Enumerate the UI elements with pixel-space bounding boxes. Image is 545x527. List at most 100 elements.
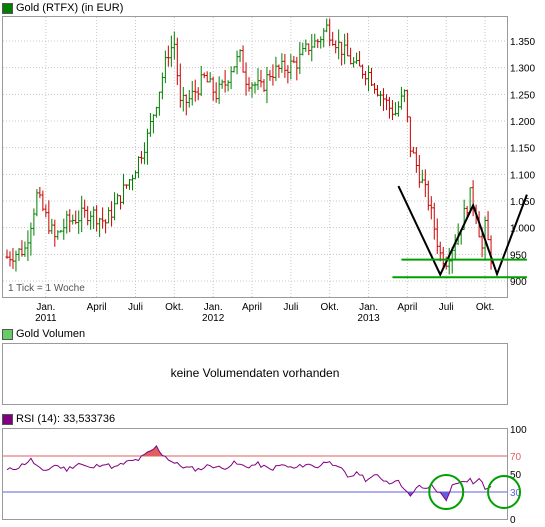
ohlc-bar xyxy=(226,80,230,92)
ohlc-bar xyxy=(343,33,347,65)
ohlc-bar xyxy=(346,32,350,57)
ohlc-bar xyxy=(235,50,239,75)
volume-legend-label: Gold Volumen xyxy=(16,328,86,340)
ohlc-bar xyxy=(328,18,332,47)
ohlc-bar xyxy=(301,42,305,56)
ohlc-bar xyxy=(217,76,221,104)
ohlc-bar xyxy=(292,55,296,64)
x-tick-label: Okt. xyxy=(165,302,183,313)
ohlc-bar xyxy=(196,87,200,101)
ohlc-bar xyxy=(250,81,254,98)
ohlc-bar xyxy=(253,81,257,94)
ohlc-bar xyxy=(29,222,33,256)
ohlc-bar xyxy=(358,51,362,67)
ohlc-bar xyxy=(262,79,266,93)
ohlc-bar xyxy=(232,66,236,73)
ohlc-bar xyxy=(367,65,371,92)
ohlc-bar xyxy=(229,66,233,90)
ohlc-bar xyxy=(334,40,338,54)
ohlc-bar xyxy=(101,207,105,229)
rsi-chart: 0 30 50 70 100 xyxy=(3,425,527,526)
annotation-circle xyxy=(428,474,465,510)
ohlc-bar xyxy=(286,65,290,84)
ohlc-bar xyxy=(268,70,272,81)
ohlc-bar xyxy=(154,106,158,118)
ohlc-bar xyxy=(172,31,176,60)
ohlc-bar xyxy=(169,35,173,67)
ohlc-bar xyxy=(142,142,146,165)
ohlc-bar xyxy=(399,86,403,110)
x-tick-label: Jan. xyxy=(359,302,378,313)
ohlc-bar xyxy=(373,82,377,94)
ohlc-bar xyxy=(175,37,179,86)
x-tick-label: 2011 xyxy=(35,313,57,324)
ohlc-bar xyxy=(289,54,293,80)
ohlc-bar xyxy=(364,70,368,86)
ohlc-bar xyxy=(113,192,117,221)
ohlc-bar xyxy=(396,101,400,117)
ohlc-bar xyxy=(402,89,406,103)
volume-panel: keine Volumendaten vorhanden xyxy=(2,343,508,405)
ohlc-bar xyxy=(256,68,260,90)
ohlc-bar xyxy=(193,79,197,102)
ohlc-bar xyxy=(465,205,469,217)
rsi-tick-label: 70 xyxy=(510,452,522,463)
price-legend-swatch xyxy=(2,2,13,14)
x-tick-label: Jan. xyxy=(204,302,223,313)
x-tick-label: Okt. xyxy=(476,302,494,313)
ohlc-bar xyxy=(420,169,424,184)
x-tick-label: Jan. xyxy=(36,302,55,313)
x-tick-label: 2013 xyxy=(357,313,380,324)
ohlc-bar xyxy=(307,43,311,56)
ohlc-bar xyxy=(62,218,66,240)
ohlc-bar xyxy=(325,18,329,33)
ohlc-bar xyxy=(11,248,15,269)
ohlc-bar xyxy=(199,65,203,97)
ohlc-bar xyxy=(56,230,60,240)
x-tick-label: Juli xyxy=(283,302,298,313)
ohlc-bar xyxy=(417,155,421,188)
pattern-line xyxy=(397,185,528,278)
ohlc-bar xyxy=(128,178,132,190)
ohlc-bar xyxy=(486,211,490,241)
y-tick-label: 1.000 xyxy=(510,224,535,235)
ohlc-bar xyxy=(26,230,30,261)
ohlc-bar xyxy=(295,56,299,81)
ohlc-bar xyxy=(148,113,152,137)
ohlc-bar xyxy=(8,251,12,267)
ohlc-bar xyxy=(77,210,81,234)
ohlc-bar xyxy=(14,250,18,272)
price-legend-label: Gold (RTFX) (in EUR) xyxy=(16,2,124,14)
ohlc-bar xyxy=(71,214,75,225)
rsi-tick-label: 50 xyxy=(510,470,522,481)
ohlc-bar xyxy=(447,247,451,275)
price-panel: 900 950 1.000 1.050 1.100 1.150 1.200 1.250 1.30… xyxy=(2,16,535,324)
ohlc-bar xyxy=(133,170,137,180)
rsi-overbought-fill xyxy=(141,445,163,456)
ohlc-bar xyxy=(271,64,275,86)
ohlc-bar xyxy=(5,249,9,259)
ohlc-bar xyxy=(163,50,167,84)
ohlc-bar xyxy=(211,76,215,101)
annotation-circle xyxy=(487,475,522,509)
ohlc-bar xyxy=(86,206,90,226)
rsi-oversold-fill xyxy=(407,492,414,497)
x-tick-label: April xyxy=(397,302,417,313)
ohlc-bar xyxy=(130,174,134,191)
ohlc-bar xyxy=(304,39,308,52)
ohlc-bar xyxy=(74,210,78,225)
ohlc-bar xyxy=(337,29,341,60)
y-tick-label: 1.050 xyxy=(510,197,535,208)
rsi-panel: 0 30 50 70 100 xyxy=(2,425,527,526)
ohlc-bar xyxy=(405,89,409,123)
ohlc-bar xyxy=(104,219,108,234)
ohlc-bar xyxy=(310,33,314,62)
rsi-legend-label: RSI (14): 33,533736 xyxy=(16,413,116,425)
ohlc-bar xyxy=(89,210,93,230)
ohlc-bar xyxy=(92,206,96,229)
ohlc-bar xyxy=(190,80,194,106)
ohlc-bar xyxy=(387,96,391,119)
ohlc-bar xyxy=(151,114,155,134)
x-tick-label: April xyxy=(87,302,107,313)
x-tick-label: April xyxy=(242,302,262,313)
